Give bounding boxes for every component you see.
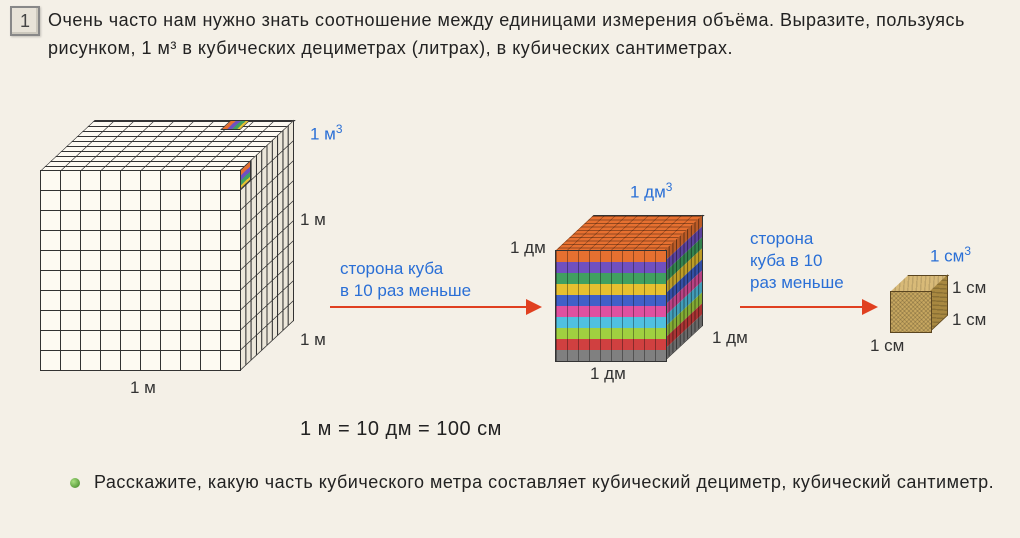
arrow-2 — [740, 306, 876, 308]
arrow-2-text: сторона куба в 10 раз меньше — [750, 228, 844, 294]
small-cube-side-label-bottom: 1 см — [870, 336, 904, 356]
equation: 1 м = 10 дм = 100 см — [300, 418, 502, 441]
small-cube-side-label-right-top: 1 см — [952, 278, 986, 298]
mid-cube-side-label-bottom: 1 дм — [590, 364, 626, 384]
task-number-box: 1 — [10, 6, 40, 36]
small-cube-front-face — [890, 291, 932, 333]
mid-cube-front-face — [555, 250, 667, 362]
big-cube — [40, 120, 300, 380]
small-cube — [890, 275, 950, 335]
big-cube-front-face — [40, 170, 241, 371]
arrow-1-text: сторона кубав 10 раз меньше — [340, 258, 471, 302]
big-cube-side-label-front-r: 1 м — [300, 330, 326, 350]
mid-cube — [555, 215, 705, 365]
mid-cube-side-label-left: 1 дм — [510, 238, 546, 258]
small-cube-side-label-right-bot: 1 см — [952, 310, 986, 330]
bullet-icon — [70, 478, 80, 488]
mid-cube-volume-label: 1 дм3 — [630, 180, 672, 203]
mid-cube-side-label-right: 1 дм — [712, 328, 748, 348]
followup-question: Расскажите, какую часть кубического метр… — [10, 468, 1008, 496]
intro-text: Очень часто нам нужно знать соотношение … — [48, 6, 1008, 62]
big-cube-side-label-right: 1 м — [300, 210, 326, 230]
big-cube-side-label-bottom: 1 м — [130, 378, 156, 398]
arrow-1 — [330, 306, 540, 308]
small-cube-volume-label: 1 см3 — [930, 244, 971, 267]
big-cube-volume-label: 1 м3 — [310, 122, 343, 145]
